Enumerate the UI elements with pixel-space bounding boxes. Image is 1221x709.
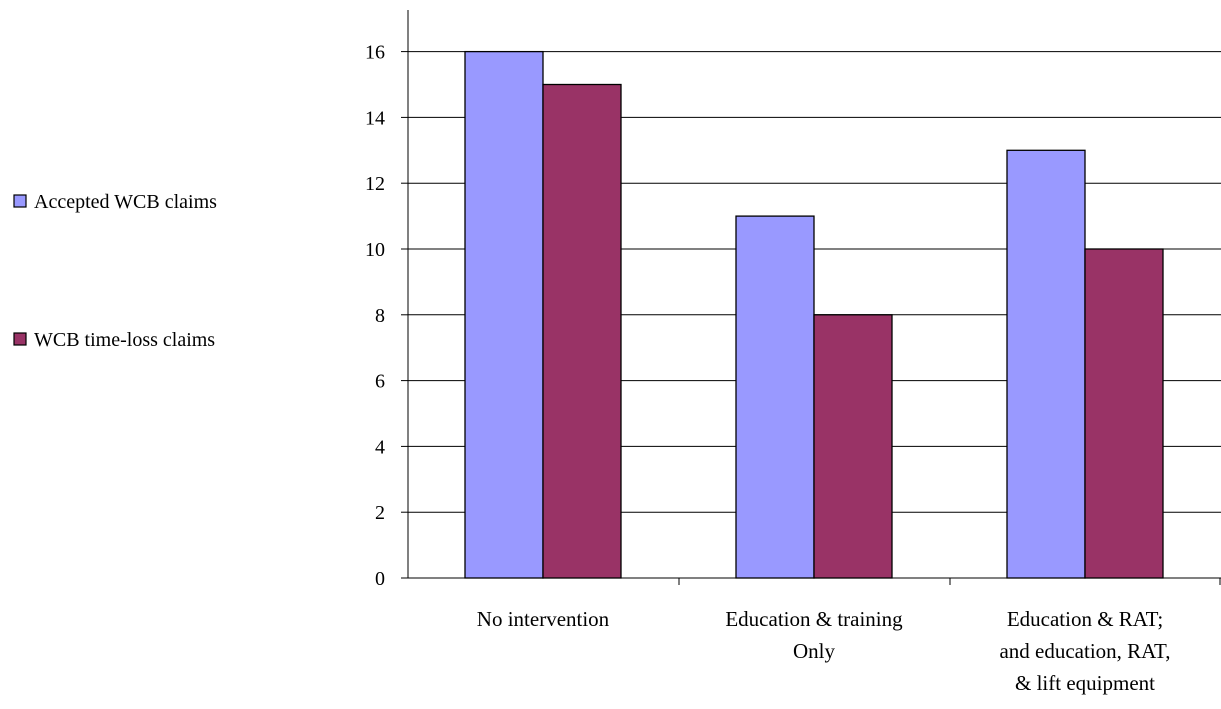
y-tick-label: 16	[365, 42, 385, 64]
bar-time-loss	[813, 314, 893, 579]
bar-time-loss	[1084, 248, 1164, 579]
bar-time-loss	[542, 83, 622, 579]
x-tick-label: & lift equipment	[1015, 671, 1155, 695]
legend-swatch-time-loss	[13, 332, 27, 346]
y-tick-label: 0	[375, 568, 385, 590]
y-tick-label: 4	[375, 436, 385, 458]
y-tick-label: 10	[365, 239, 385, 261]
y-tick-label: 12	[365, 173, 385, 195]
x-tick-label: Education & training	[725, 607, 903, 631]
legend-label-time-loss: WCB time-loss claims	[34, 329, 215, 351]
x-tick-label: Only	[793, 639, 836, 663]
bar-accepted	[735, 215, 815, 579]
y-tick-label: 2	[375, 502, 385, 524]
x-tick-label: No intervention	[477, 607, 610, 631]
bar-accepted	[464, 50, 544, 579]
bar-accepted	[1006, 149, 1086, 579]
legend-swatch-accepted	[13, 194, 27, 208]
x-tick-label: and education, RAT,	[999, 639, 1170, 663]
y-tick-label: 14	[365, 107, 385, 129]
y-tick-label: 6	[375, 371, 385, 393]
y-tick-label: 8	[375, 305, 385, 327]
legend-label-accepted: Accepted WCB claims	[34, 191, 217, 213]
x-tick-label: Education & RAT;	[1007, 607, 1163, 631]
